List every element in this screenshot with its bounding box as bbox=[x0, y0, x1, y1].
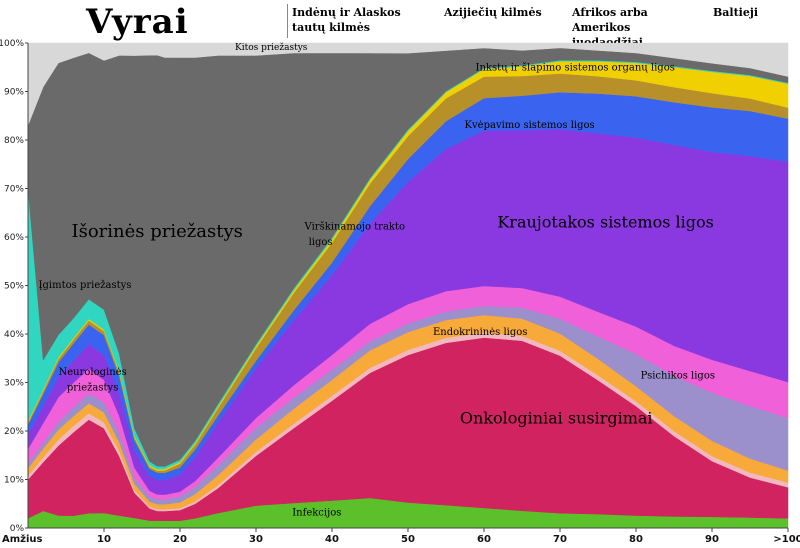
x-axis-label: Amžius bbox=[2, 533, 43, 545]
annotation-label: Infekcijos bbox=[292, 507, 341, 518]
y-tick-label: 0% bbox=[10, 524, 25, 534]
legend-item-indenu: Indėnų ir Alaskos tautų kilmės bbox=[292, 6, 401, 34]
annotation-label: priežastys bbox=[67, 383, 118, 394]
annotation-label: ligos bbox=[309, 237, 333, 248]
x-tick-label: >100 bbox=[773, 534, 800, 545]
y-tick-label: 80% bbox=[4, 136, 24, 146]
x-tick-label: 40 bbox=[325, 534, 339, 545]
y-tick-label: 50% bbox=[4, 282, 24, 292]
annotation-label: Endokrininės ligos bbox=[433, 327, 527, 338]
y-tick-label: 60% bbox=[4, 233, 24, 243]
annotation-label: Kitos priežastys bbox=[235, 42, 308, 53]
x-tick-label: 10 bbox=[97, 534, 111, 545]
x-tick-label: 20 bbox=[173, 534, 187, 545]
legend-item-baltieji: Baltieji bbox=[713, 6, 759, 19]
x-tick-label: 30 bbox=[249, 534, 263, 545]
annotation-label: Neurologinės bbox=[58, 367, 126, 378]
x-tick-label: 60 bbox=[477, 534, 491, 545]
y-tick-label: 10% bbox=[4, 476, 24, 486]
chart-title: Vyrai bbox=[86, 2, 189, 42]
y-tick-label: 40% bbox=[4, 330, 24, 340]
y-tick-label: 30% bbox=[4, 379, 24, 389]
y-tick-label: 20% bbox=[4, 427, 24, 437]
annotation-label: Onkologiniai susirgimai bbox=[460, 409, 653, 428]
y-tick-label: 70% bbox=[4, 185, 24, 195]
annotation-label: Inkstų ir šlapimo sistemos organų ligos bbox=[476, 63, 675, 74]
annotation-label: Įgimtos priežastys bbox=[39, 280, 132, 291]
annotation-label: Kraujotakos sistemos ligos bbox=[497, 212, 714, 231]
annotation-label: Kvėpavimo sistemos ligos bbox=[465, 120, 595, 131]
x-tick-label: 80 bbox=[629, 534, 643, 545]
x-tick-label: 50 bbox=[401, 534, 415, 545]
x-tick-label: 70 bbox=[553, 534, 567, 545]
y-tick-label: 90% bbox=[4, 88, 24, 98]
annotation-label: Išorinės priežastys bbox=[72, 221, 243, 242]
area-series-12-kitos-prie-astys bbox=[27, 42, 789, 126]
y-tick-label: 100% bbox=[0, 39, 24, 49]
legend-divider bbox=[287, 4, 288, 38]
annotation-label: Psichikos ligos bbox=[641, 371, 715, 382]
x-tick-label: 90 bbox=[705, 534, 719, 545]
annotation-label: Virškinamojo trakto bbox=[304, 222, 405, 233]
legend-item-azijieciu: Azijiečių kilmės bbox=[444, 6, 542, 19]
